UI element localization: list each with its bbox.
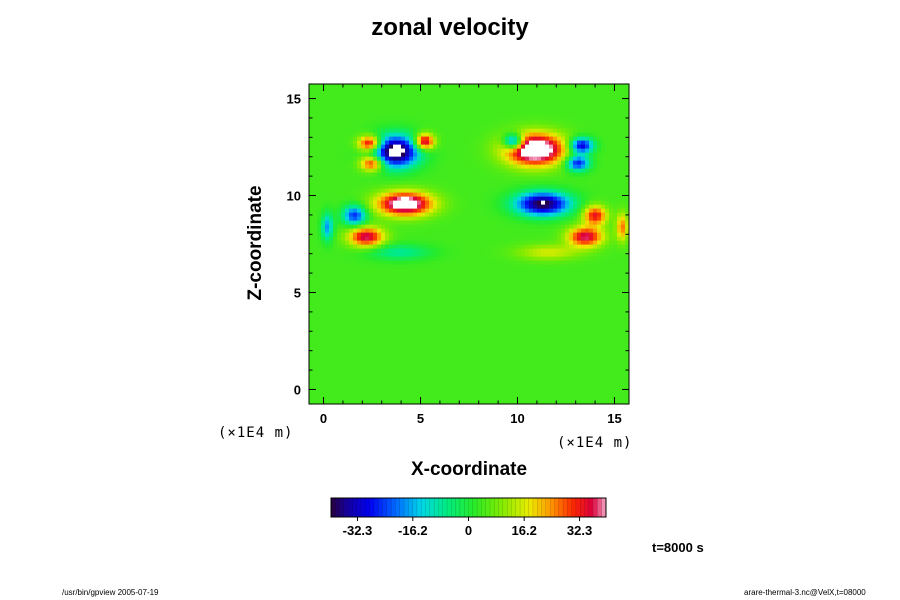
colorbar-band bbox=[343, 497, 349, 518]
colorbar-band bbox=[429, 497, 435, 518]
colorbar-band bbox=[459, 497, 465, 518]
colorbar-band bbox=[348, 497, 353, 518]
colorbar-band bbox=[481, 497, 487, 518]
colorbar-band bbox=[421, 497, 426, 518]
colorbar-band bbox=[558, 497, 564, 518]
colorbar-band bbox=[468, 497, 474, 518]
x-unit-label-right: (×1E4 m) bbox=[557, 435, 633, 451]
colorbar-band bbox=[571, 497, 577, 518]
colorbar-band bbox=[451, 497, 457, 518]
colorbar-band bbox=[575, 497, 581, 518]
colorbar-band bbox=[412, 497, 418, 518]
colorbar-band bbox=[476, 497, 482, 518]
colorbar-band bbox=[373, 497, 379, 518]
colorbar-band bbox=[519, 497, 525, 518]
colorbar-band bbox=[360, 497, 366, 518]
colorbar-band bbox=[502, 497, 508, 518]
colorbar-band bbox=[433, 497, 439, 518]
colorbar-band bbox=[339, 497, 345, 518]
colorbar-band bbox=[335, 497, 341, 518]
colorbar-band bbox=[408, 497, 414, 518]
colorbar-band bbox=[416, 497, 422, 518]
x-axis-label: X-coordinate bbox=[410, 459, 528, 480]
footer-command: /usr/bin/gpview 2005-07-19 bbox=[62, 588, 159, 597]
x-tick-label: 15 bbox=[607, 411, 621, 426]
colorbar-band bbox=[438, 497, 444, 518]
colorbar-band bbox=[532, 497, 538, 518]
colorbar-band bbox=[330, 497, 336, 518]
colorbar-band bbox=[507, 497, 512, 518]
x-tick-label: 5 bbox=[417, 411, 424, 426]
colorbar-band bbox=[588, 497, 594, 518]
colorbar-band bbox=[352, 497, 358, 518]
colorbar-band bbox=[485, 497, 491, 518]
colorbar-band bbox=[425, 497, 431, 518]
colorbar-band bbox=[597, 497, 603, 518]
y-tick-label: 15 bbox=[287, 92, 301, 107]
colorbar-band bbox=[562, 497, 568, 518]
colorbar-band bbox=[554, 497, 560, 518]
y-axis-label: Z-coordinate bbox=[245, 185, 266, 301]
colorbar-band bbox=[524, 497, 530, 518]
colorbar-band bbox=[580, 497, 585, 518]
colorbar-tick-label: -16.2 bbox=[398, 523, 428, 538]
colorbar-band bbox=[455, 497, 461, 518]
chart-title: zonal velocity bbox=[371, 14, 529, 41]
x-tick-label: 10 bbox=[510, 411, 524, 426]
footer-source: arare-thermal-3.nc@VelX,t=08000 bbox=[744, 588, 866, 597]
colorbar-band bbox=[386, 497, 392, 518]
colorbar-band bbox=[592, 497, 598, 518]
colorbar-band bbox=[515, 497, 521, 518]
colorbar-band bbox=[369, 497, 375, 518]
colorbar-band bbox=[584, 497, 590, 518]
colorbar-band bbox=[395, 497, 401, 518]
plot-frame bbox=[308, 83, 630, 405]
colorbar-tick-label: -32.3 bbox=[343, 523, 373, 538]
colorbar-band bbox=[442, 497, 448, 518]
x-tick-label: 0 bbox=[320, 411, 327, 426]
axis-ticks: 0 5 10 15 0 5 10 15 bbox=[287, 84, 629, 426]
colorbar-band bbox=[446, 497, 452, 518]
colorbar-band bbox=[494, 497, 500, 518]
y-tick-label: 0 bbox=[294, 382, 301, 397]
colorbar-band bbox=[399, 497, 405, 518]
colorbar-band bbox=[567, 497, 573, 518]
colorbar-band bbox=[549, 497, 555, 518]
y-tick-label: 10 bbox=[287, 189, 301, 204]
colorbar-band bbox=[403, 497, 409, 518]
time-label: t=8000 s bbox=[652, 540, 704, 555]
colorbar-tick-label: 16.2 bbox=[512, 523, 537, 538]
colorbar-band bbox=[378, 497, 384, 518]
colorbar-band bbox=[528, 497, 534, 518]
y-tick-label: 5 bbox=[294, 285, 301, 300]
colorbar-tick-label: 32.3 bbox=[567, 523, 592, 538]
colorbar-band bbox=[356, 497, 362, 518]
colorbar: -32.3 -16.2 0 16.2 32.3 bbox=[330, 497, 607, 538]
colorbar-band bbox=[365, 497, 371, 518]
x-unit-label-left: (×1E4 m) bbox=[218, 425, 294, 441]
colorbar-band bbox=[391, 497, 396, 518]
colorbar-band bbox=[472, 497, 478, 518]
heatmap-field bbox=[309, 84, 629, 404]
colorbar-tick-label: 0 bbox=[465, 523, 472, 538]
colorbar-band bbox=[541, 497, 547, 518]
colorbar-band bbox=[464, 497, 469, 518]
colorbar-band bbox=[511, 497, 517, 518]
colorbar-band bbox=[382, 497, 388, 518]
colorbar-band bbox=[537, 497, 542, 518]
colorbar-band bbox=[489, 497, 495, 518]
colorbar-band bbox=[545, 497, 551, 518]
colorbar-band bbox=[498, 497, 504, 518]
